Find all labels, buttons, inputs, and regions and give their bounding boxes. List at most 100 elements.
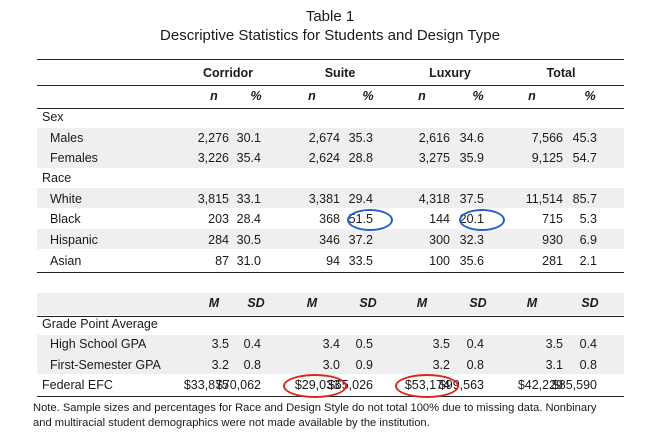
cell-hs_gpa-0: 3.5 — [211, 337, 229, 351]
group-header-corridor: Corridor — [203, 66, 253, 80]
cell-efc-5: $99,563 — [438, 378, 484, 392]
cell-hispanic-2: 346 — [319, 233, 340, 247]
cell-males-3: 35.3 — [348, 131, 373, 145]
subheader-count: n — [308, 89, 316, 103]
row-label-hs_gpa: High School GPA — [50, 337, 147, 351]
cell-efc-6: $42,229 — [517, 378, 563, 392]
cell-black-2: 368 — [319, 212, 340, 226]
subheader-count: % — [362, 89, 374, 103]
cell-black-5: 20.1 — [459, 212, 484, 226]
cell-hispanic-4: 300 — [429, 233, 450, 247]
table-title: Table 1 — [305, 8, 355, 25]
subheader-stat: SD — [581, 296, 599, 310]
subheader-count: n — [210, 89, 218, 103]
cell-efc-0: $33,875 — [183, 378, 229, 392]
cell-efc-7: $85,590 — [551, 378, 597, 392]
cell-white-5: 37.5 — [459, 192, 484, 206]
table-rule — [37, 272, 624, 273]
cell-asian-0: 87 — [215, 254, 229, 268]
table-rule — [37, 396, 624, 397]
cell-hs_gpa-7: 0.4 — [579, 337, 597, 351]
cell-asian-6: 281 — [542, 254, 563, 268]
subheader-count: n — [418, 89, 426, 103]
cell-males-0: 2,276 — [197, 131, 229, 145]
table-rule — [37, 85, 624, 86]
cell-asian-7: 2.1 — [579, 254, 597, 268]
cell-males-5: 34.6 — [459, 131, 484, 145]
section-gpa: Grade Point Average — [42, 317, 158, 331]
cell-asian-4: 100 — [429, 254, 450, 268]
row-label-hispanic: Hispanic — [50, 233, 98, 247]
cell-efc-2: $29,033 — [294, 378, 340, 392]
cell-hs_gpa-4: 3.5 — [432, 337, 450, 351]
cell-males-7: 45.3 — [572, 131, 597, 145]
row-label-efc: Federal EFC — [42, 378, 113, 392]
cell-fs_gpa-0: 3.2 — [211, 358, 229, 372]
cell-hispanic-7: 6.9 — [579, 233, 597, 247]
note-line-2: and multiracial student demographics wer… — [33, 417, 430, 429]
cell-fs_gpa-2: 3.0 — [322, 358, 340, 372]
cell-females-2: 2,624 — [308, 151, 340, 165]
cell-fs_gpa-1: 0.8 — [243, 358, 261, 372]
table-rule — [37, 316, 624, 317]
cell-asian-1: 31.0 — [236, 254, 261, 268]
cell-black-3: 51.5 — [348, 212, 373, 226]
row-shading — [37, 229, 624, 249]
cell-white-3: 29.4 — [348, 192, 373, 206]
cell-white-7: 85.7 — [572, 192, 597, 206]
table-rule — [37, 108, 624, 109]
group-header-suite: Suite — [324, 66, 356, 80]
section-race: Race — [42, 171, 72, 185]
cell-females-1: 35.4 — [236, 151, 261, 165]
cell-asian-5: 35.6 — [459, 254, 484, 268]
cell-white-6: 11,514 — [525, 192, 563, 206]
cell-hispanic-3: 37.2 — [348, 233, 373, 247]
cell-asian-3: 33.5 — [348, 254, 373, 268]
row-shading — [37, 293, 624, 315]
cell-hispanic-5: 32.3 — [459, 233, 484, 247]
row-label-black: Black — [50, 212, 81, 226]
cell-black-4: 144 — [429, 212, 450, 226]
cell-females-7: 54.7 — [572, 151, 597, 165]
cell-efc-4: $53,174 — [404, 378, 450, 392]
cell-black-1: 28.4 — [236, 212, 261, 226]
section-sex: Sex — [42, 110, 64, 124]
cell-black-6: 715 — [542, 212, 563, 226]
cell-fs_gpa-3: 0.9 — [355, 358, 373, 372]
table-rule — [37, 59, 624, 60]
subheader-stat: SD — [359, 296, 377, 310]
cell-hs_gpa-6: 3.5 — [545, 337, 563, 351]
cell-hispanic-1: 30.5 — [236, 233, 261, 247]
cell-females-5: 35.9 — [459, 151, 484, 165]
subheader-stat: M — [416, 296, 428, 310]
cell-fs_gpa-6: 3.1 — [545, 358, 563, 372]
subheader-count: % — [584, 89, 596, 103]
cell-males-6: 7,566 — [531, 131, 563, 145]
cell-asian-2: 94 — [326, 254, 340, 268]
cell-hs_gpa-3: 0.5 — [355, 337, 373, 351]
cell-white-2: 3,381 — [308, 192, 340, 206]
cell-males-1: 30.1 — [236, 131, 261, 145]
row-label-asian: Asian — [50, 254, 82, 268]
cell-females-6: 9,125 — [531, 151, 563, 165]
row-shading — [37, 354, 624, 374]
cell-females-3: 28.8 — [348, 151, 373, 165]
cell-black-7: 5.3 — [579, 212, 597, 226]
row-shading — [37, 188, 624, 208]
cell-fs_gpa-7: 0.8 — [579, 358, 597, 372]
subheader-count: n — [528, 89, 536, 103]
table-note: Note. Sample sizes and percentages for R… — [33, 401, 633, 431]
cell-hispanic-0: 284 — [208, 233, 229, 247]
subheader-stat: M — [208, 296, 220, 310]
cell-hispanic-6: 930 — [542, 233, 563, 247]
cell-black-0: 203 — [208, 212, 229, 226]
cell-males-2: 2,674 — [308, 131, 340, 145]
subheader-count: % — [472, 89, 484, 103]
subheader-stat: SD — [247, 296, 265, 310]
cell-hs_gpa-5: 0.4 — [466, 337, 484, 351]
cell-white-0: 3,815 — [197, 192, 229, 206]
cell-fs_gpa-5: 0.8 — [466, 358, 484, 372]
cell-white-1: 33.1 — [236, 192, 261, 206]
row-label-females: Females — [50, 151, 98, 165]
subheader-stat: M — [306, 296, 318, 310]
